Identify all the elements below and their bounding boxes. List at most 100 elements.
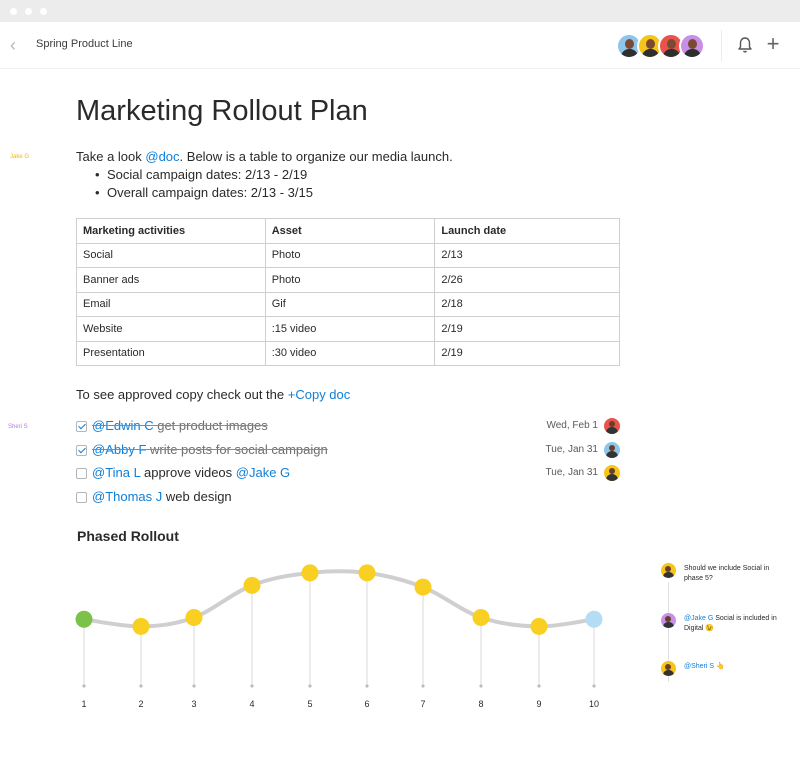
baseline-dot	[537, 684, 541, 688]
table-cell[interactable]: 2/19	[434, 316, 620, 342]
comment-body: Social is included in Digital 😉	[684, 615, 777, 632]
header-divider	[721, 30, 722, 62]
table-cell[interactable]: Website	[76, 316, 266, 342]
table-cell[interactable]: 2/19	[434, 340, 620, 366]
table-cell[interactable]: Banner ads	[76, 267, 266, 293]
assignee-mention[interactable]: @Thomas J	[92, 488, 163, 504]
table-row: Email Gif 2/18	[76, 291, 620, 317]
assignee-mention[interactable]: @Abby F	[92, 441, 147, 457]
table-cell[interactable]: Email	[76, 291, 266, 317]
commenter-avatar[interactable]	[661, 563, 676, 578]
comment-mention[interactable]: @Jake G	[684, 615, 714, 622]
column-header: Launch date	[434, 218, 620, 244]
baseline-dot	[592, 684, 596, 688]
comment-body: Should we include Social in phase 5?	[684, 565, 770, 582]
task-list: @Edwin C get product images Wed, Feb 1 @…	[76, 416, 620, 510]
task-text[interactable]: @Abby F write posts for social campaign	[92, 442, 328, 457]
assignee-avatar[interactable]	[604, 418, 620, 434]
baseline-dot	[82, 684, 86, 688]
due-date[interactable]: Tue, Jan 31	[545, 443, 598, 455]
phase-point-9[interactable]	[530, 617, 548, 635]
task-text[interactable]: @Tina L approve videos @Jake G	[92, 465, 290, 480]
assignee-mention[interactable]: @Tina L	[92, 465, 141, 480]
add-plus-icon[interactable]: +	[766, 31, 780, 56]
phase-tick-label: 1	[81, 699, 86, 709]
intro-text: Take a look	[76, 149, 146, 164]
phase-point-7[interactable]	[414, 578, 432, 596]
avatar[interactable]	[679, 33, 705, 59]
table-cell[interactable]: :15 video	[264, 316, 436, 342]
window-close-dot[interactable]	[10, 8, 17, 15]
table-cell[interactable]: Photo	[264, 267, 436, 293]
bullet-item: Overall campaign dates: 2/13 - 3/15	[93, 184, 313, 202]
task-item: @Abby F write posts for social campaign …	[76, 440, 620, 464]
task-checkbox[interactable]	[76, 491, 87, 503]
task-checkbox[interactable]	[76, 444, 87, 456]
reviewer-mention[interactable]: @Jake G	[235, 465, 291, 480]
table-cell[interactable]: 2/26	[434, 267, 620, 293]
due-date[interactable]: Tue, Jan 31	[545, 467, 598, 478]
folder-title[interactable]: Spring Product Line	[36, 38, 133, 50]
window-chrome	[0, 0, 800, 22]
comment-text: @Jake G Social is included in Digital 😉	[684, 614, 789, 634]
baseline-dot	[479, 684, 483, 688]
baseline-dot	[308, 684, 312, 688]
table-row: Presentation :30 video 2/19	[76, 340, 620, 366]
task-checkbox[interactable]	[76, 468, 87, 479]
phase-point-3[interactable]	[185, 609, 203, 626]
baseline-dot	[192, 684, 196, 688]
window-minimize-dot[interactable]	[25, 8, 32, 15]
commenter-avatar[interactable]	[661, 613, 676, 628]
table-row: Banner ads Photo 2/26	[76, 267, 620, 293]
baseline-dot	[139, 684, 143, 688]
task-checkbox[interactable]	[76, 421, 87, 432]
assignee-avatar[interactable]	[604, 465, 620, 481]
phase-point-4[interactable]	[243, 576, 261, 594]
table-cell[interactable]: :30 video	[264, 340, 436, 366]
table-cell[interactable]: Social	[76, 242, 266, 268]
baseline-dot	[250, 684, 254, 688]
table-cell[interactable]: 2/13	[434, 242, 620, 268]
phased-rollout-chart: 1 2 3 4 5 6 7 8 9 10	[75, 564, 603, 709]
author-tag: Sheri S	[8, 424, 28, 430]
rollout-curve	[82, 569, 596, 629]
task-description: approve videos	[140, 465, 236, 480]
phase-point-10[interactable]	[585, 610, 603, 628]
table-cell[interactable]: 2/18	[434, 291, 620, 317]
column-header: Asset	[264, 218, 436, 244]
commenter-avatar[interactable]	[661, 661, 676, 676]
phase-tick-label: 3	[191, 699, 196, 709]
window-zoom-dot[interactable]	[40, 8, 47, 15]
comment-text: @Sheri S 👆	[684, 662, 789, 672]
bell-icon[interactable]	[737, 36, 753, 54]
assignee-avatar[interactable]	[604, 441, 620, 458]
phase-point-5[interactable]	[301, 564, 319, 582]
bullet-list: Social campaign dates: 2/13 - 2/19 Overa…	[93, 166, 313, 202]
phase-point-2[interactable]	[132, 617, 150, 635]
phase-tick-label: 9	[536, 699, 541, 709]
copy-doc-link[interactable]: +Copy doc	[287, 387, 351, 402]
assignee-mention[interactable]: @Edwin C	[92, 418, 154, 433]
media-launch-table: Marketing activities Asset Launch date S…	[76, 218, 620, 366]
copy-doc-paragraph: To see approved copy check out the +Copy…	[76, 387, 350, 402]
task-text[interactable]: @Edwin C get product images	[92, 418, 268, 433]
back-chevron-icon[interactable]: ‹	[10, 35, 16, 55]
doc-mention-link[interactable]: @doc	[145, 149, 180, 164]
table-cell[interactable]: Gif	[264, 291, 436, 317]
due-date[interactable]: Wed, Feb 1	[546, 420, 598, 431]
author-tag: Jake G	[10, 154, 30, 160]
phase-tick-label: 7	[420, 699, 425, 709]
baseline-dot	[365, 684, 369, 688]
phase-tick-label: 10	[589, 699, 599, 709]
table-cell[interactable]: Photo	[264, 242, 436, 268]
thread-line	[668, 582, 669, 682]
phase-point-1[interactable]	[75, 610, 93, 628]
task-item: @Edwin C get product images Wed, Feb 1	[76, 416, 620, 440]
phase-point-8[interactable]	[472, 609, 490, 626]
column-header: Marketing activities	[76, 218, 266, 244]
table-cell[interactable]: Presentation	[76, 340, 266, 366]
comment-mention[interactable]: @Sheri S	[684, 663, 715, 670]
phase-point-6[interactable]	[358, 564, 376, 582]
task-text[interactable]: @Thomas J web design	[92, 489, 232, 504]
comment-text: Should we include Social in phase 5?	[684, 564, 789, 584]
